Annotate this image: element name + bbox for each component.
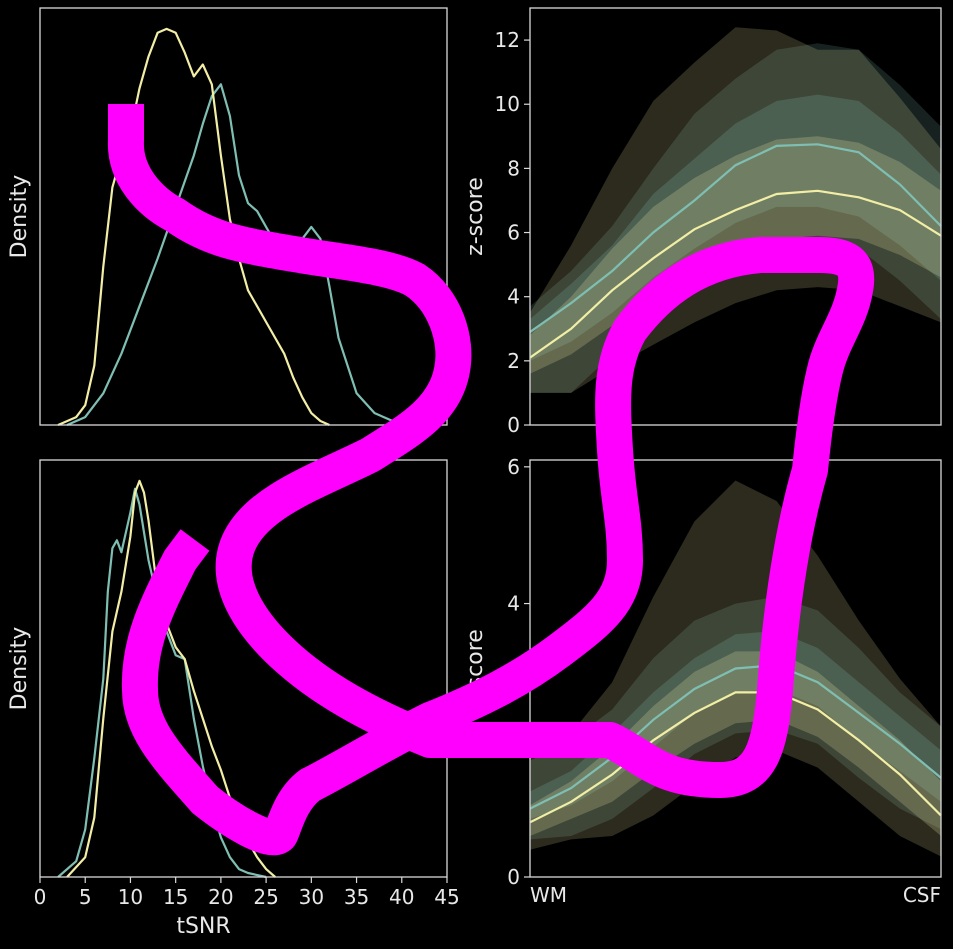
x-tick-label-25: 25 (253, 885, 278, 909)
x-tick-label-20: 20 (208, 885, 233, 909)
y-tick-label-4: 4 (507, 285, 520, 309)
density-curve-0 (66, 83, 412, 427)
x-tick-label-5: 5 (79, 885, 92, 909)
series-0-inner-band (530, 94, 941, 361)
x-tick-label-35: 35 (344, 885, 369, 909)
series-0-mean-line (529, 143, 942, 333)
y-tick-label-6: 6 (507, 455, 520, 479)
y-tick-label-12: 12 (495, 28, 520, 52)
x-tick-label-10: 10 (118, 885, 143, 909)
y-tick-label-0: 0 (507, 413, 520, 437)
y-tick-label-8: 8 (507, 156, 520, 180)
series-1-inner-band (530, 136, 941, 374)
axes-frame (529, 7, 942, 426)
magenta-scribble-overlay (107, 104, 875, 856)
y-axis-label: Density (7, 627, 32, 711)
series-1-mean-line (529, 691, 942, 824)
series-1-mean-line (529, 189, 942, 359)
axes-frame (39, 7, 448, 426)
x-tick-label-0: 0 (34, 885, 47, 909)
x-tick-label-40: 40 (389, 885, 414, 909)
axes-frame (39, 459, 448, 878)
y-tick-label-2: 2 (507, 349, 520, 373)
y-tick-label-10: 10 (495, 92, 520, 116)
y-axis-label: Density (7, 175, 32, 259)
y-axis-label: z-score (463, 177, 488, 256)
y-tick-label-0: 0 (507, 865, 520, 889)
y-tick-label-6: 6 (507, 221, 520, 245)
x-tick-label-wm: WM (530, 883, 567, 907)
series-0-mean-line (529, 663, 942, 810)
series-0-outer-band (530, 596, 941, 840)
x-tick-label-csf: CSF (903, 883, 941, 907)
x-tick-label-15: 15 (163, 885, 188, 909)
x-tick-label-45: 45 (434, 885, 459, 909)
density-curve-1 (57, 27, 330, 427)
density-panel-top: Density (7, 7, 448, 427)
x-axis-label: tSNR (176, 914, 230, 939)
series-0-inner-band (530, 630, 941, 819)
density-panel-bottom: 0 5 10 15 20 25 30 35 40 45 tSNR Density (7, 459, 460, 939)
y-tick-label-4: 4 (507, 592, 520, 616)
x-tick-label-30: 30 (299, 885, 324, 909)
density-curve-0 (57, 487, 267, 879)
